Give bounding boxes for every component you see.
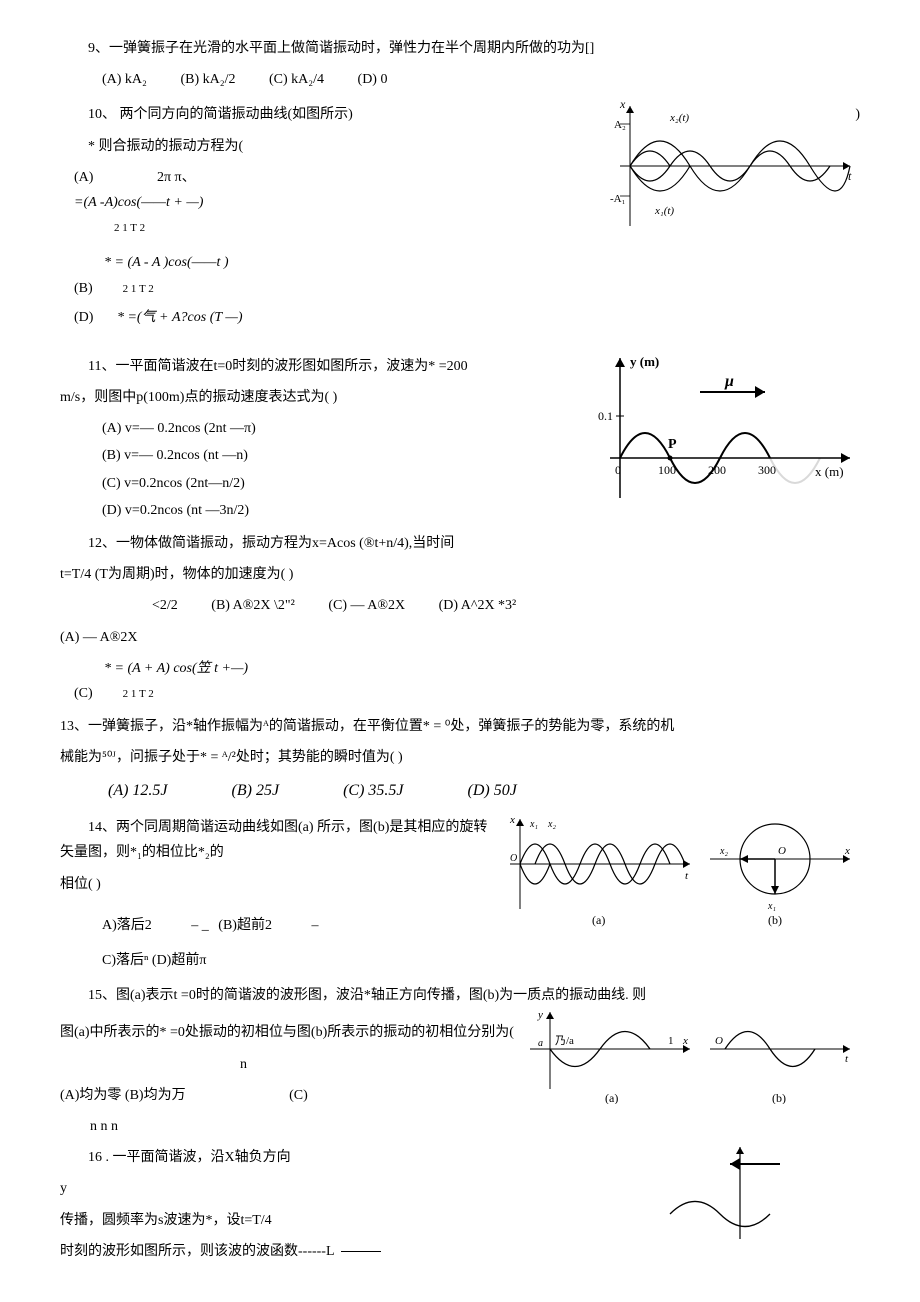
q16-line1: 16 . 一平面简谐波，沿X轴负方向 xyxy=(60,1145,650,1170)
q14-opt-a: A)落后2 xyxy=(102,918,152,933)
svg-text:(b): (b) xyxy=(772,1091,786,1104)
q14-opts-cd: C)落后ⁿ (D)超前π xyxy=(102,948,500,973)
q11-figure: y (m) x (m) μ 0.1 P 0 100 200 300 xyxy=(590,348,860,508)
q10-opt-b: * = (A - A )cos(——t ) (B)2 1 T 2 xyxy=(74,250,600,300)
q11-line2: m/s，则图中p(100m)点的振动速度表达式为( ) xyxy=(60,385,590,410)
q13-opt-d: (D) 50J xyxy=(468,782,517,799)
q14-line2: 相位( ) xyxy=(60,872,500,897)
q10-opt-c: * = (A + A) cos(笠 t +—) (C)2 1 T 2 xyxy=(74,656,860,706)
svg-text:0.1: 0.1 xyxy=(598,409,613,423)
svg-text:y (m): y (m) xyxy=(630,354,659,369)
q13-opt-a: (A) 12.5J xyxy=(108,782,168,799)
svg-text:x₂(t): x₂(t) xyxy=(669,112,689,124)
q9-text: 9、一弹簧振子在光滑的水平面上做简谐振动时，弹性力在半个周期内所做的功为[] xyxy=(60,36,860,61)
q11-opt-a: (A) v=— 0.2ncos (2nt —π) xyxy=(102,416,590,441)
q11-opt-c: (C) v=0.2ncos (2nt—n/2) xyxy=(102,471,590,496)
svg-text:t: t xyxy=(845,1053,849,1065)
q9-options: (A) kA₂ (B) kA₂/2 (C) kA₂/4 (D) 0 xyxy=(102,67,860,92)
q14-figure-a: x t O x₁ x₂ (a) xyxy=(500,809,700,929)
q12-opt-a: (A) — A®2X xyxy=(60,625,860,650)
svg-text:(a): (a) xyxy=(592,913,605,927)
q11-line1: 11、一平面简谐波在t=0时刻的波形图如图所示，波速为* =200 xyxy=(60,354,590,379)
svg-text:(a): (a) xyxy=(605,1091,618,1104)
svg-text:x: x xyxy=(509,814,515,826)
q15-n: n xyxy=(240,1052,520,1077)
q16-line2: 传播，圆频率为s波速为*，设t=T/4 xyxy=(60,1208,650,1233)
svg-text:1: 1 xyxy=(668,1035,674,1047)
q15-figure-b: O t (b) xyxy=(700,1004,860,1104)
q15-line2: 图(a)中所表示的* =0处振动的初相位与图(b)所表示的振动的初相位分别为( xyxy=(60,1020,520,1045)
svg-text:x₂: x₂ xyxy=(719,846,728,857)
q9-opt-b: (B) kA₂/2 xyxy=(180,72,235,87)
q13-line2: 械能为⁵⁰ᴶ，问振子处于* = ᴬ/²处时；其势能的瞬时值为( ) xyxy=(60,745,860,770)
q13-options: (A) 12.5J (B) 25J (C) 35.5J (D) 50J xyxy=(108,777,860,806)
q9-opt-d: (D) 0 xyxy=(358,72,388,87)
q13-line1: 13、一弹簧振子，沿*轴作振幅为ᴬ的简谐振动，在平衡位置* = ⁰处，弹簧振子的… xyxy=(60,714,860,739)
svg-text:t: t xyxy=(685,870,689,882)
q10-figure: x t A₂ -A₁ x₂(t) x₁(t) xyxy=(600,96,860,236)
svg-text:O: O xyxy=(715,1035,723,1047)
svg-text:O: O xyxy=(778,845,786,857)
svg-text:A₂: A₂ xyxy=(614,119,626,131)
q12-opt-d: (D) A^2X *3² xyxy=(439,598,517,613)
q9-opt-c: (C) kA₂/4 xyxy=(269,72,324,87)
svg-text:(b): (b) xyxy=(768,913,782,927)
q14-opt-b: (B)超前2 xyxy=(218,918,272,933)
q14-opt-cd: C)落后ⁿ (D)超前π xyxy=(102,953,206,968)
q15-line4: n n n xyxy=(90,1114,520,1139)
svg-text:300: 300 xyxy=(758,463,776,477)
svg-text:x: x xyxy=(619,97,626,111)
svg-text:乃/a: 乃/a xyxy=(555,1035,574,1047)
svg-text:-A₁: -A₁ xyxy=(610,193,626,205)
q14-line1: 14、两个同周期简谐运动曲线如图(a) 所示，图(b)是其相应的旋转矢量图，则*… xyxy=(60,815,500,865)
svg-text:x₁: x₁ xyxy=(529,819,538,830)
svg-text:x: x xyxy=(682,1035,688,1047)
svg-text:y: y xyxy=(537,1009,543,1021)
q11-opt-d: (D) v=0.2ncos (nt —3n/2) xyxy=(102,498,590,523)
q12-line1: 12、一物体做简谐振动，振动方程为x=Acos (®t+n/4),当时间 xyxy=(60,531,860,556)
svg-text:x: x xyxy=(844,845,850,857)
q12-options: <2/2 (B) A®2X \2"² (C) — A®2X (D) A^2X *… xyxy=(102,593,860,618)
q13-opt-b: (B) 25J xyxy=(232,782,280,799)
svg-text:x₂: x₂ xyxy=(547,819,556,830)
q10-line1: 10、 两个同方向的简谐振动曲线(如图所示)) xyxy=(60,102,600,127)
svg-text:a: a xyxy=(538,1038,543,1049)
q10-opt-a: (A) 2π π、 =(A -A)cos(——t + —) 2 1 T 2 xyxy=(74,165,600,241)
svg-text:x (m): x (m) xyxy=(815,464,844,479)
svg-text:μ: μ xyxy=(724,373,734,390)
q15-figure-a: y x a 乃/a 1 (a) xyxy=(520,1004,700,1104)
svg-text:100: 100 xyxy=(658,463,676,477)
q14-figure-b: O x x₂ x₁ (b) xyxy=(700,809,860,929)
q13-opt-c: (C) 35.5J xyxy=(343,782,403,799)
q12-opt-c: (C) — A®2X xyxy=(328,598,405,613)
q11-opt-b: (B) v=— 0.2ncos (nt —n) xyxy=(102,443,590,468)
q9-opt-a: (A) kA₂ xyxy=(102,72,147,87)
svg-text:P: P xyxy=(668,437,677,452)
svg-text:x₁(t): x₁(t) xyxy=(654,205,674,217)
q12-line2: t=T/4 (T为周期)时，物体的加速度为( ) xyxy=(60,562,860,587)
q16-line3: 时刻的波形如图所示，则该波的波函数------L xyxy=(60,1239,650,1264)
svg-text:x₁: x₁ xyxy=(767,901,776,912)
q14-opts-ab: A)落后2 ‒ _ (B)超前2 ‒ xyxy=(102,913,500,938)
svg-text:200: 200 xyxy=(708,463,726,477)
svg-text:O: O xyxy=(510,853,517,864)
q10-line2: * 则合振动的振动方程为( xyxy=(60,134,600,159)
q16-y: y xyxy=(60,1176,650,1201)
q10-opt-d: (D) * =(气 + A?cos (T —) xyxy=(74,305,600,330)
q16-figure xyxy=(650,1139,860,1249)
svg-text:0: 0 xyxy=(615,463,621,477)
q12-opt-b: (B) A®2X \2"² xyxy=(211,598,295,613)
q15-opts: (A)均为零 (B)均为万 (C) xyxy=(60,1083,520,1108)
